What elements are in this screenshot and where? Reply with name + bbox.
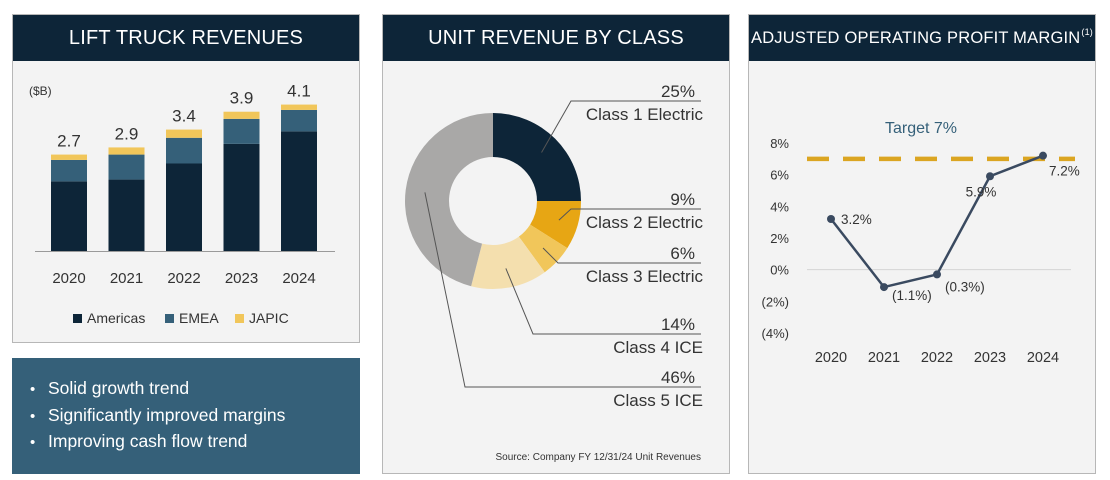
lift-truck-revenues-panel: LIFT TRUCK REVENUES ($B) 2.7 2020 2.9 2021 3.… <box>12 14 360 343</box>
legend-swatch <box>235 314 244 323</box>
bullet-icon: • <box>30 381 36 398</box>
bar-total-label: 2.9 <box>115 124 139 143</box>
bar-segment-americas <box>51 181 87 251</box>
slice-class-label: Class 4 ICE <box>613 338 703 357</box>
operating-margin-title: ADJUSTED OPERATING PROFIT MARGIN (1) <box>749 15 1095 61</box>
x-tick-label: 2020 <box>815 350 847 366</box>
leader-line <box>542 247 701 264</box>
slice-class-label: Class 5 ICE <box>613 391 703 410</box>
legend-label: Americas <box>87 310 145 326</box>
y-tick-label: (4%) <box>762 326 789 341</box>
donut-slice <box>493 113 581 201</box>
slice-percent-label: 46% <box>661 368 695 387</box>
slice-class-label: Class 2 Electric <box>586 213 704 232</box>
bar-segment-americas <box>166 163 202 251</box>
unit-revenue-donut-chart: 25% Class 1 Electric 9% Class 2 Electric 6% C… <box>404 82 704 410</box>
bar-segment-japic <box>108 147 145 155</box>
operating-margin-panel: ADJUSTED OPERATING PROFIT MARGIN (1) 8% 6%… <box>748 14 1096 474</box>
data-point <box>1039 151 1047 160</box>
bullet-icon: • <box>30 434 36 451</box>
bar-segment-emea <box>281 109 317 132</box>
y-tick-label: 0% <box>770 263 789 278</box>
y-tick-label: 2% <box>770 231 789 246</box>
x-tick-label: 2020 <box>52 270 85 287</box>
bar-segment-emea <box>223 118 260 144</box>
x-tick-label: 2021 <box>868 350 900 366</box>
highlight-item: • Improving cash flow trend <box>30 429 360 456</box>
data-point <box>827 215 835 223</box>
donut-slice <box>404 113 493 287</box>
y-tick-label: 6% <box>770 168 789 183</box>
bar-segment-japic <box>51 154 87 160</box>
data-label: (0.3%) <box>945 279 985 294</box>
unit-revenue-panel: UNIT REVENUE BY CLASS 25% Class 1 Electri… <box>382 14 730 474</box>
donut-slice <box>471 236 545 289</box>
bar-segment-japic <box>281 104 317 110</box>
leader-line <box>424 192 701 388</box>
legend-swatch <box>165 314 174 323</box>
bar-segment-japic <box>166 129 202 138</box>
target-label: Target 7% <box>885 120 957 137</box>
revenue-bar-chart: ($B) 2.7 2020 2.9 2021 3.4 2022 3.9 2023 4.1 2024 A… <box>29 82 335 326</box>
slice-percent-label: 6% <box>670 244 695 263</box>
x-tick-label: 2024 <box>1027 350 1059 366</box>
highlights-box: • Solid growth trend • Significantly impro… <box>12 358 360 474</box>
bar-segment-americas <box>108 179 145 251</box>
x-tick-label: 2023 <box>974 350 1006 366</box>
bar-segment-emea <box>166 137 202 164</box>
bar-segment-emea <box>51 159 87 182</box>
lift-truck-revenues-title: LIFT TRUCK REVENUES <box>13 15 359 61</box>
operating-margin-line-chart: 8% 6% 4% 2% 0% (2%) (4%) Target 7% 3.2% (1.1%) (0.… <box>762 120 1080 366</box>
x-tick-label: 2022 <box>167 270 200 287</box>
slice-class-label: Class 3 Electric <box>586 267 704 286</box>
highlight-item: • Solid growth trend <box>30 376 360 403</box>
leader-line <box>558 208 701 221</box>
x-tick-label: 2022 <box>921 350 953 366</box>
data-label: 3.2% <box>841 212 872 227</box>
leader-line <box>541 100 701 153</box>
bar-total-label: 4.1 <box>287 82 311 101</box>
bar-total-label: 3.4 <box>172 107 196 126</box>
legend-label: EMEA <box>179 310 219 326</box>
bar-segment-americas <box>223 143 260 251</box>
y-tick-label: (2%) <box>762 294 789 309</box>
y-tick-label: 8% <box>770 136 789 151</box>
slice-class-label: Class 1 Electric <box>586 105 704 124</box>
x-tick-label: 2023 <box>225 270 258 287</box>
bar-segment-emea <box>108 154 145 180</box>
bar-segment-japic <box>223 111 260 119</box>
legend-swatch <box>73 314 82 323</box>
bar-total-label: 3.9 <box>230 89 254 108</box>
data-label: 5.9% <box>966 184 997 199</box>
slice-percent-label: 14% <box>661 315 695 334</box>
highlight-item: • Significantly improved margins <box>30 403 360 430</box>
bar-total-label: 2.7 <box>57 132 81 151</box>
y-tick-label: 4% <box>770 199 789 214</box>
bullet-icon: • <box>30 407 36 425</box>
donut-slice <box>530 201 581 249</box>
data-label: 7.2% <box>1049 164 1080 179</box>
slice-percent-label: 25% <box>661 82 695 101</box>
bar-segment-americas <box>281 131 317 251</box>
unit-revenue-title: UNIT REVENUE BY CLASS <box>383 15 729 61</box>
data-label: (1.1%) <box>892 288 932 303</box>
leader-line <box>505 268 701 335</box>
source-note: Source: Company FY 12/31/24 Unit Revenue… <box>495 452 702 463</box>
x-tick-label: 2024 <box>282 270 315 287</box>
y-axis-unit-label: ($B) <box>29 84 52 98</box>
data-point <box>986 172 994 181</box>
data-point <box>880 283 888 292</box>
x-tick-label: 2021 <box>110 270 143 287</box>
slice-percent-label: 9% <box>670 190 695 209</box>
legend-label: JAPIC <box>249 310 289 326</box>
data-point <box>933 270 941 279</box>
